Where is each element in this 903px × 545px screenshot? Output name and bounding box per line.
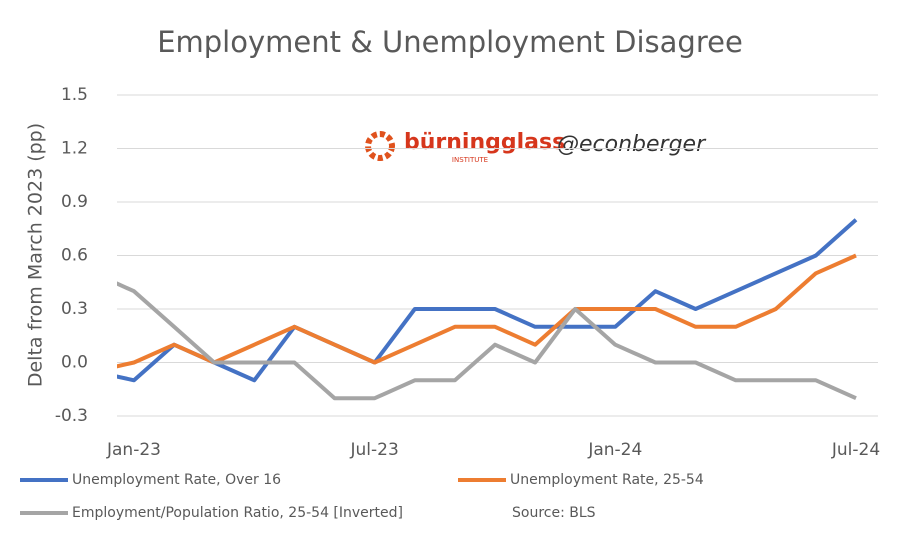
x-tick-label: Jul-24 <box>831 440 880 460</box>
y-axis-label: Delta from March 2023 (pp) <box>25 123 47 387</box>
watermark-sub: INSTITUTE <box>452 156 488 164</box>
y-tick-label: -0.3 <box>55 406 88 426</box>
y-tick-label: 0.3 <box>61 299 88 319</box>
watermark-brand: bürningglass <box>404 130 565 155</box>
logo-icon <box>365 131 395 161</box>
watermark: bürningglass INSTITUTE @econberger <box>365 130 707 164</box>
watermark-handle: @econberger <box>557 132 707 157</box>
y-tick-label: 0.0 <box>61 353 88 373</box>
y-tick-label: 0.6 <box>61 246 88 266</box>
x-tick-label: Jan-23 <box>106 440 161 460</box>
legend-label: Unemployment Rate, 25-54 <box>510 472 704 488</box>
legend-label: Unemployment Rate, Over 16 <box>72 472 281 488</box>
series-line <box>117 253 857 369</box>
y-tick-label: 1.2 <box>61 139 88 159</box>
series-line <box>117 218 858 383</box>
x-tick-label: Jul-23 <box>350 440 399 460</box>
chart-title: Employment & Unemployment Disagree <box>157 25 743 59</box>
x-tick-label: Jan-24 <box>587 440 642 460</box>
source: Source: BLS <box>512 505 596 521</box>
series-line <box>117 281 857 401</box>
y-tick-label: 0.9 <box>61 192 88 212</box>
legend-label: Employment/Population Ratio, 25-54 [Inve… <box>72 505 403 521</box>
y-tick-label: 1.5 <box>61 85 88 105</box>
